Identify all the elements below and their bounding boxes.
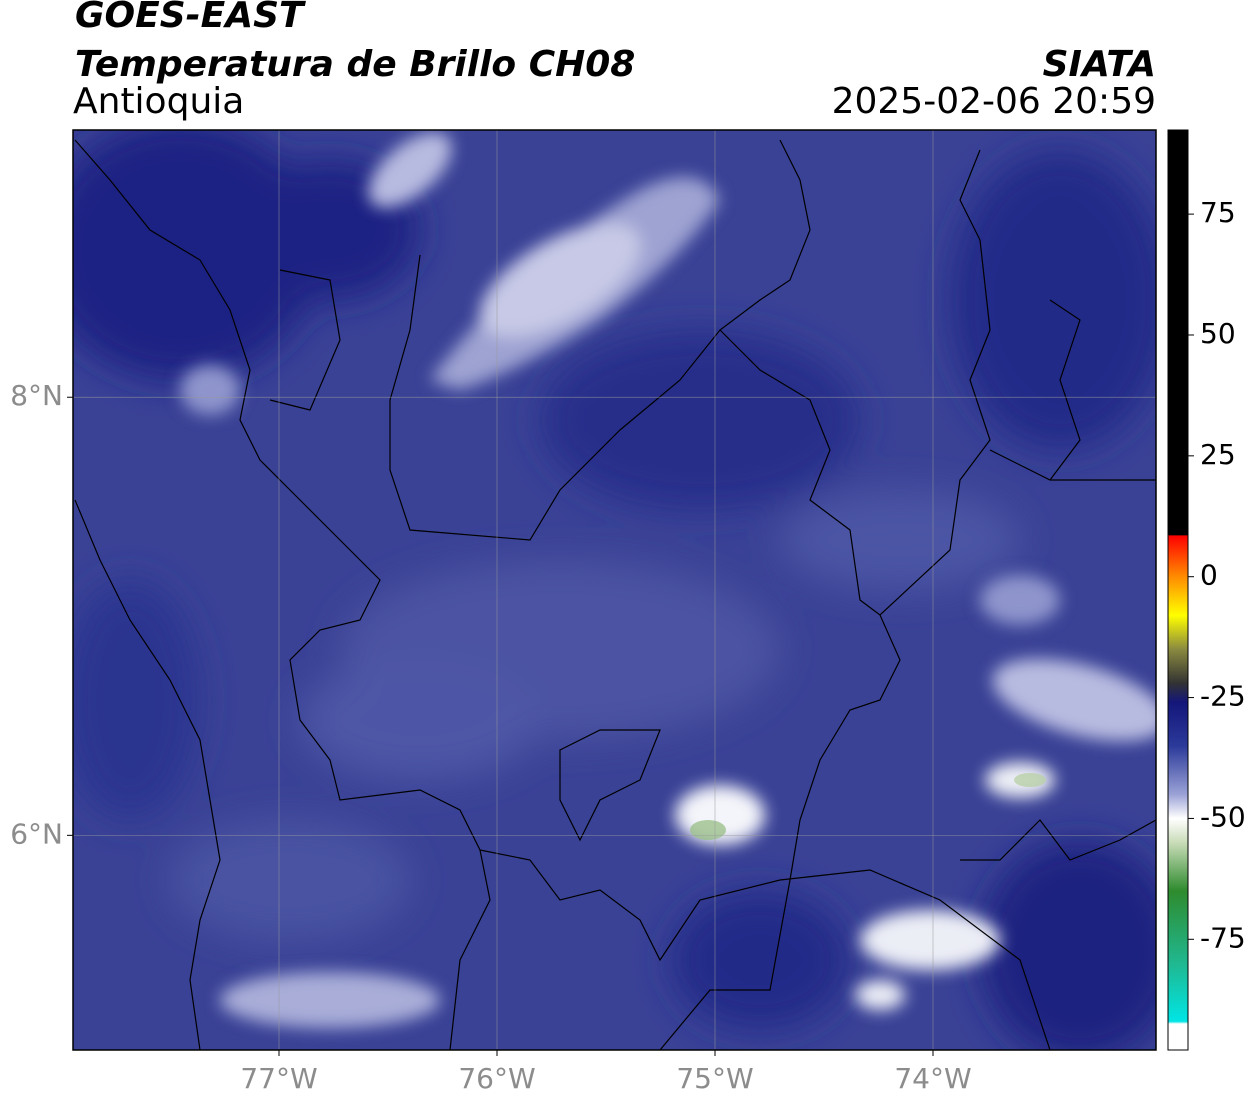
y-tick-label: 8°N	[10, 379, 63, 412]
x-tick-label: 74°W	[894, 1062, 971, 1095]
x-tick-label: 75°W	[676, 1062, 753, 1095]
title: GOES-EAST	[75, 0, 306, 36]
x-tick-label: 77°W	[240, 1062, 317, 1095]
y-tick-label: 6°N	[10, 817, 63, 850]
timestamp: 2025-02-06 20:59	[832, 81, 1156, 122]
colorbar-tick-label: 75	[1200, 196, 1236, 229]
x-tick-label: 76°W	[458, 1062, 535, 1095]
colorbar-tick-label: 25	[1200, 438, 1236, 471]
region: Antioquia	[73, 81, 244, 122]
colorbar	[1167, 129, 1189, 1051]
source: SIATA	[1043, 44, 1156, 85]
map-frame	[72, 129, 1157, 1051]
colorbar-tick-label: -50	[1200, 800, 1246, 833]
subtitle: Temperatura de Brillo CH08	[75, 44, 635, 85]
colorbar-tick-label: 50	[1200, 317, 1236, 350]
satellite-image	[73, 130, 1156, 1050]
colorbar-tick-label: -25	[1200, 680, 1246, 713]
colorbar-tick-label: -75	[1200, 921, 1246, 954]
colorbar-tick-label: 0	[1200, 559, 1218, 592]
